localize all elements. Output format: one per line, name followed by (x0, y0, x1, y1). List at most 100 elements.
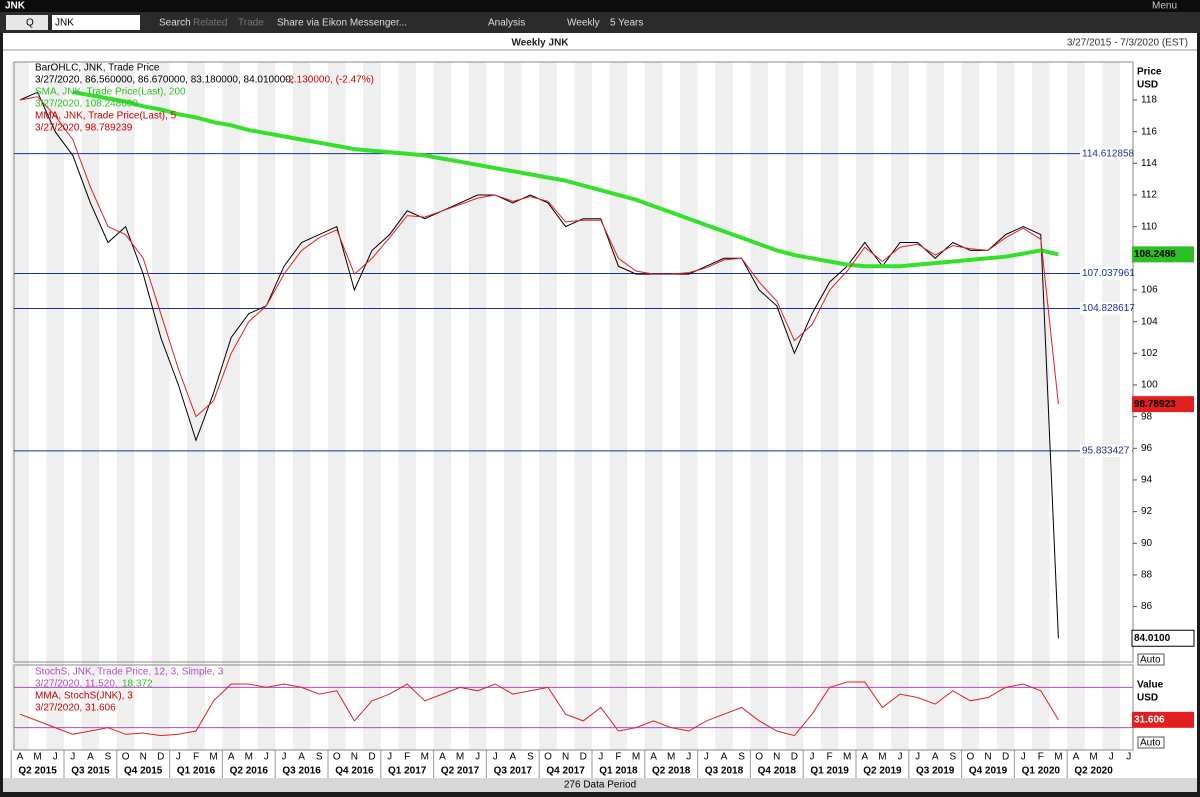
stoch-legend-entry: 3/27/2020, 11.520, (35, 679, 118, 690)
interval[interactable]: Weekly (567, 18, 600, 29)
window-title: JNK (5, 1, 26, 12)
y-tick-label: 112 (1141, 190, 1157, 201)
hline-label-bg (1080, 267, 1132, 280)
stoch-legend-entry: 18.372 (122, 679, 153, 690)
x-tick-label: A (509, 752, 516, 763)
analysis[interactable]: Analysis (488, 18, 525, 29)
last-value-box (1132, 711, 1194, 728)
x-tick-label: D (157, 752, 164, 763)
y-tick-label: 86 (1141, 601, 1153, 612)
month-band (328, 62, 346, 750)
x-tick-label: S (316, 752, 323, 763)
y-tick-label: 100 (1141, 380, 1158, 391)
quarter-label: Q2 2018 (652, 766, 691, 777)
x-tick-label: D (580, 752, 587, 763)
month-band (46, 62, 64, 750)
share[interactable]: Share via Eikon Messenger... (277, 18, 407, 29)
quarter-label: Q4 2017 (546, 766, 585, 777)
stoch (19, 681, 1059, 737)
toolbar (0, 12, 1200, 33)
x-tick-label: N (562, 752, 569, 763)
quarter-label: Q4 2016 (335, 766, 374, 777)
month-band (152, 62, 170, 750)
quarter-label: Q3 2019 (916, 766, 955, 777)
quarter-label: Q1 2018 (599, 766, 638, 777)
month-band (504, 62, 522, 750)
y2-label: Value (1137, 680, 1164, 691)
y2-label: USD (1137, 693, 1158, 704)
y-tick-label: 118 (1141, 95, 1157, 106)
x-tick-label: A (721, 752, 728, 763)
hline-label-bg (1080, 444, 1132, 457)
search[interactable]: Search (159, 18, 191, 29)
legend-entry: BarOHLC, JNK, Trade Price (35, 63, 160, 74)
month-band (257, 62, 276, 750)
x-tick-label: J (686, 752, 691, 763)
x-tick-label: A (861, 752, 868, 763)
x-tick-label: J (1021, 752, 1026, 763)
trade[interactable]: Trade (238, 18, 264, 29)
month-band (222, 62, 240, 750)
hline-label: 95.833427 (1082, 446, 1130, 457)
auto-button[interactable] (1137, 653, 1165, 666)
x-tick-label: S (949, 752, 956, 763)
x-tick-label: A (17, 752, 24, 763)
x-tick-label: M (878, 752, 886, 763)
month-band (820, 62, 839, 750)
legend-entry: SMA, JNK, Trade Price(Last), 200 (35, 87, 186, 98)
quarter-label: Q4 2019 (969, 766, 1008, 777)
quarter-label: Q1 2016 (177, 766, 216, 777)
x-tick-label: J (53, 752, 58, 763)
x-tick-label: M (456, 752, 464, 763)
mode-box[interactable] (6, 15, 48, 30)
month-band (292, 62, 311, 750)
last-value-label: 84.0100 (1134, 633, 1171, 644)
y-tick-label: 94 (1141, 475, 1153, 486)
menu[interactable]: Menu (1152, 1, 1177, 12)
month-band (81, 62, 100, 750)
legend-entry: 3/27/2020, 86.560000, 86.670000, 83.1800… (35, 75, 294, 86)
x-tick-label: M (245, 752, 253, 763)
x-tick-label: S (105, 752, 112, 763)
x-tick-label: O (544, 752, 552, 763)
x-tick-label: M (209, 752, 217, 763)
symbol-box[interactable] (52, 15, 140, 30)
x-tick-label: F (827, 752, 833, 763)
month-band (785, 62, 804, 750)
hline-label: 114.612858 (1082, 148, 1135, 159)
symbol[interactable]: JNK (55, 18, 74, 29)
hline-label-bg (1080, 147, 1132, 160)
hline-label-bg (1080, 302, 1132, 315)
x-tick-label: A (439, 752, 446, 763)
hline-label: 104.828617 (1082, 303, 1135, 314)
series-line (19, 96, 1059, 418)
stoch-legend-entry: StochS, JNK, Trade Price, 12, 3, Simple,… (35, 667, 224, 678)
auto-button[interactable] (1137, 736, 1165, 749)
x-tick-label: J (898, 752, 903, 763)
auto[interactable]: Auto (1140, 738, 1161, 749)
x-tick-label: J (176, 752, 181, 763)
quarter-label: Q2 2015 (18, 766, 57, 777)
quarter-label: Q3 2015 (71, 766, 110, 777)
x-tick-label: J (915, 752, 920, 763)
last-value-label: 98.78923 (1134, 399, 1176, 410)
y-tick-label: 98 (1141, 411, 1153, 422)
y-tick-label: 104 (1141, 316, 1158, 327)
related[interactable]: Related (193, 18, 227, 29)
x-tick-label: J (704, 752, 709, 763)
x-tick-label: A (1073, 752, 1080, 763)
x-tick-label: J (1126, 752, 1131, 763)
x-tick-label: J (493, 752, 498, 763)
auto[interactable]: Auto (1140, 655, 1161, 666)
month-band (609, 62, 628, 750)
x-tick-label: O (122, 752, 130, 763)
y-tick-label: 90 (1141, 538, 1153, 549)
month-band (891, 62, 909, 750)
month-band (574, 62, 592, 750)
x-tick-label: N (984, 752, 991, 763)
range[interactable]: 5 Years (610, 18, 643, 29)
mode[interactable]: Q (26, 18, 34, 29)
status-bar (3, 778, 1197, 792)
x-tick-label: D (368, 752, 375, 763)
